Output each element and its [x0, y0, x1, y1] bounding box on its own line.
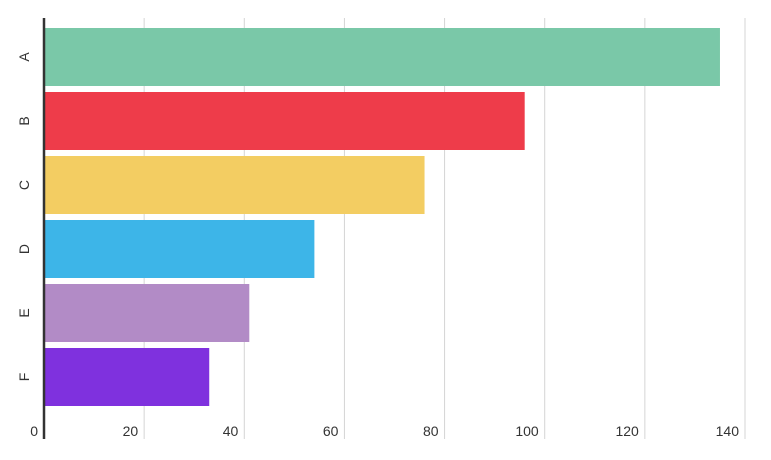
bar-a: [44, 28, 720, 86]
category-label: F: [16, 373, 32, 382]
bar-c: [44, 156, 425, 214]
x-tick-labels: 0 20 40 60 80 100 120 140: [30, 423, 739, 439]
bar-f: [44, 348, 210, 406]
x-tick-label: 0: [30, 423, 38, 439]
x-tick-label: 120: [615, 423, 639, 439]
category-labels: A B C D E F: [16, 52, 32, 382]
x-tick-label: 100: [515, 423, 539, 439]
x-tick-label: 60: [323, 423, 339, 439]
x-tick-label: 20: [123, 423, 139, 439]
x-tick-label: 80: [423, 423, 439, 439]
x-tick-label: 140: [716, 423, 740, 439]
category-label: B: [16, 116, 32, 125]
category-label: A: [16, 52, 32, 62]
gridlines: [143, 18, 746, 439]
bars: [44, 28, 720, 406]
x-tick-label: 40: [223, 423, 239, 439]
category-label: E: [16, 308, 32, 317]
category-label: C: [16, 180, 32, 190]
bar-d: [44, 220, 315, 278]
bar-b: [44, 92, 525, 150]
category-label: D: [16, 244, 32, 254]
bar-e: [44, 284, 250, 342]
